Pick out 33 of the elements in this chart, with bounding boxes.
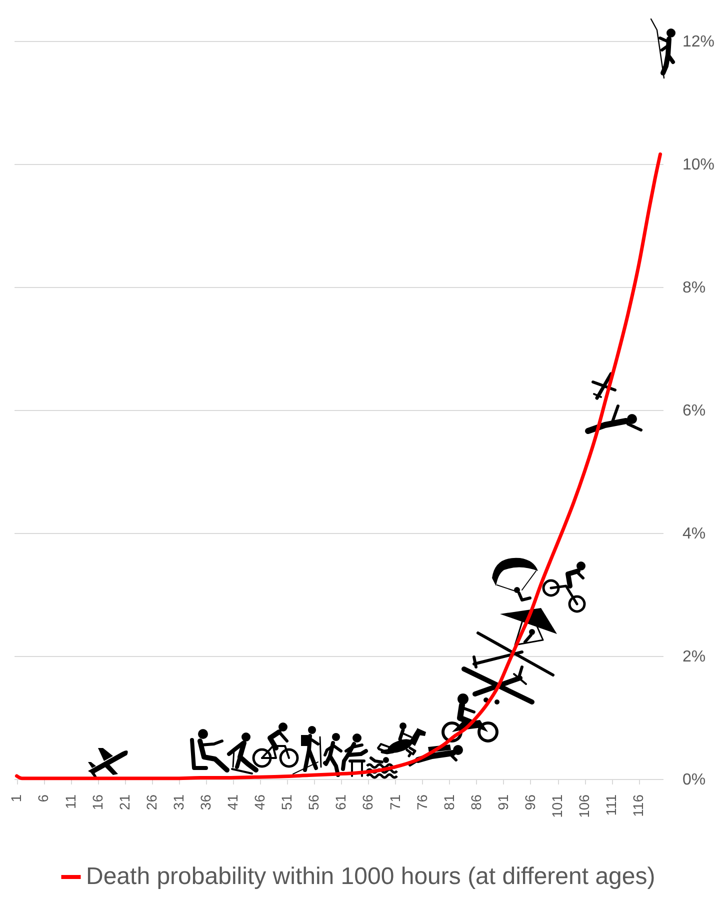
x-tick-label: 71 xyxy=(386,794,403,810)
legend-label: Death probability within 1000 hours (at different ages) xyxy=(86,863,656,890)
x-tick-label: 11 xyxy=(62,794,78,810)
x-tick-label: 96 xyxy=(522,794,538,810)
x-tick-label: 56 xyxy=(306,794,322,810)
x-tick-label: 76 xyxy=(414,794,430,810)
line-series xyxy=(14,152,662,780)
x-tick-label: 81 xyxy=(440,794,457,810)
x-tick-label: 31 xyxy=(170,794,186,810)
x-tick-label: 116 xyxy=(630,794,646,817)
x-tick-label: 111 xyxy=(603,794,620,816)
y-tick-label: 10% xyxy=(682,156,715,174)
x-tick-label: 16 xyxy=(89,794,106,810)
y-tick-label: 0% xyxy=(682,772,706,788)
x-tick-label: 91 xyxy=(494,794,511,810)
y-tick-label: 6% xyxy=(682,402,706,420)
x-tick-label: 51 xyxy=(278,794,295,810)
x-tick-label: 61 xyxy=(332,794,349,810)
x-tick-label: 46 xyxy=(252,794,268,810)
y-tick-label: 4% xyxy=(682,526,706,542)
x-tick-label: 66 xyxy=(360,794,376,810)
x-tick-label: 36 xyxy=(197,794,214,810)
x-tick-label: 101 xyxy=(549,794,566,818)
x-tick-label: 26 xyxy=(143,794,160,810)
x-tick-label: 106 xyxy=(576,794,592,818)
x-tick-label: 86 xyxy=(468,794,484,810)
y-tick-label: 8% xyxy=(682,280,706,296)
x-tick-label: 41 xyxy=(224,794,241,810)
x-tick-label: 1 xyxy=(8,794,24,802)
y-tick-label: 2% xyxy=(682,648,706,666)
y-tick-label: 12% xyxy=(682,34,715,50)
x-tick-label: 21 xyxy=(116,794,132,810)
x-tick-label: 6 xyxy=(35,794,52,802)
